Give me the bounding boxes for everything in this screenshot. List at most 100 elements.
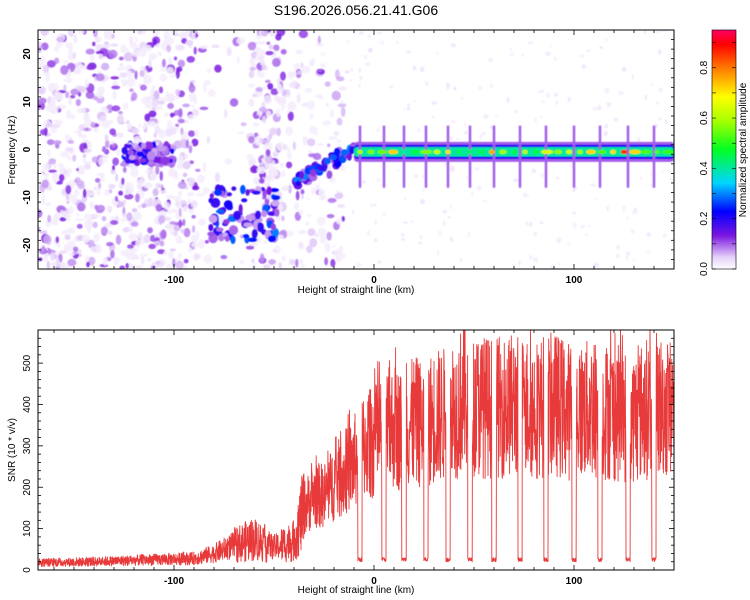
noise-blob [253, 46, 263, 54]
noise-blob [280, 49, 287, 55]
noise-blob [333, 130, 340, 137]
noise-blob [177, 181, 187, 190]
noise-blob [141, 30, 147, 35]
noise-blob [301, 102, 311, 107]
noise-blob [271, 159, 275, 166]
noise-blob [103, 107, 109, 114]
colorbar-tick-label: 0.4 [699, 161, 710, 175]
noise-blob [185, 139, 190, 149]
noise-blob [263, 264, 271, 269]
main-tone-peak [499, 149, 507, 155]
noise-blob [288, 184, 292, 194]
noise-blob [118, 56, 124, 61]
noise-blob [111, 105, 121, 112]
noise-blob [414, 174, 419, 179]
noise-blob [305, 222, 310, 226]
cluster-mid-blob [269, 188, 280, 193]
noise-blob [168, 227, 175, 235]
noise-blob [198, 218, 206, 226]
noise-blob [67, 252, 76, 256]
noise-blob [213, 43, 218, 48]
noise-blob [155, 166, 160, 175]
noise-blob [65, 184, 72, 195]
noise-blob [319, 189, 323, 194]
spectrogram-y-tick-label: 0 [22, 146, 33, 152]
noise-blob [403, 197, 407, 201]
noise-blob [191, 242, 199, 248]
noise-blob [167, 102, 174, 110]
noise-blob [295, 258, 299, 268]
noise-blob [534, 117, 538, 124]
noise-blob [83, 112, 90, 122]
noise-blob [555, 176, 560, 180]
noise-blob [47, 214, 52, 223]
noise-blob [137, 30, 143, 35]
noise-blob [358, 83, 361, 88]
noise-blob [116, 66, 121, 72]
noise-blob [173, 56, 178, 61]
noise-blob [122, 226, 131, 233]
noise-blob [459, 257, 463, 262]
noise-blob [39, 129, 47, 136]
noise-blob [197, 174, 205, 184]
noise-blob [326, 214, 335, 219]
noise-blob [359, 76, 363, 81]
noise-blob [55, 258, 61, 269]
noise-blob [237, 131, 245, 135]
noise-blob [270, 55, 276, 59]
noise-blob [537, 90, 544, 94]
noise-blob [89, 201, 95, 209]
noise-blob [48, 83, 55, 92]
noise-blob [168, 56, 173, 65]
noise-blob [108, 49, 118, 59]
noise-blob [73, 34, 78, 44]
noise-blob [153, 38, 157, 46]
noise-blob [279, 162, 285, 168]
noise-blob [248, 98, 255, 107]
noise-blob [186, 191, 195, 197]
noise-blob [367, 34, 371, 38]
noise-blob [447, 30, 450, 33]
noise-blob [100, 62, 110, 71]
noise-blob [178, 219, 182, 228]
noise-blob [85, 48, 95, 55]
noise-blob [471, 191, 474, 197]
noise-blob [250, 165, 259, 174]
noise-blob [298, 209, 304, 216]
noise-blob [94, 204, 99, 211]
cluster-mid-blob [208, 224, 214, 232]
noise-blob [302, 135, 308, 146]
noise-blob [280, 186, 290, 192]
noise-blob [636, 137, 641, 143]
noise-blob [360, 179, 367, 184]
noise-blob [45, 123, 53, 128]
noise-blob [270, 88, 279, 96]
noise-blob [465, 176, 470, 180]
noise-blob [326, 231, 332, 241]
figure-title: S196.2026.056.21.41.G06 [274, 2, 438, 18]
noise-blob [450, 43, 457, 48]
noise-blob [149, 171, 158, 181]
noise-blob [236, 37, 246, 45]
noise-blob [100, 115, 107, 121]
noise-blob [122, 166, 127, 173]
snr-y-tick-label: 0 [22, 567, 33, 573]
noise-blob [130, 265, 134, 269]
noise-blob [70, 88, 79, 96]
noise-blob [148, 59, 152, 68]
noise-blob [116, 114, 124, 125]
noise-blob [556, 237, 562, 244]
noise-blob [169, 74, 177, 78]
noise-blob [159, 73, 168, 82]
noise-blob [287, 101, 297, 111]
noise-blob [64, 147, 74, 152]
spectrogram-x-tick-label: 100 [566, 275, 583, 286]
main-tone-peak [387, 149, 399, 155]
noise-blob [376, 178, 381, 182]
noise-blob [382, 212, 387, 217]
noise-blob [540, 100, 546, 104]
noise-blob [139, 65, 146, 70]
noise-blob [272, 151, 279, 158]
noise-blob [606, 104, 611, 108]
